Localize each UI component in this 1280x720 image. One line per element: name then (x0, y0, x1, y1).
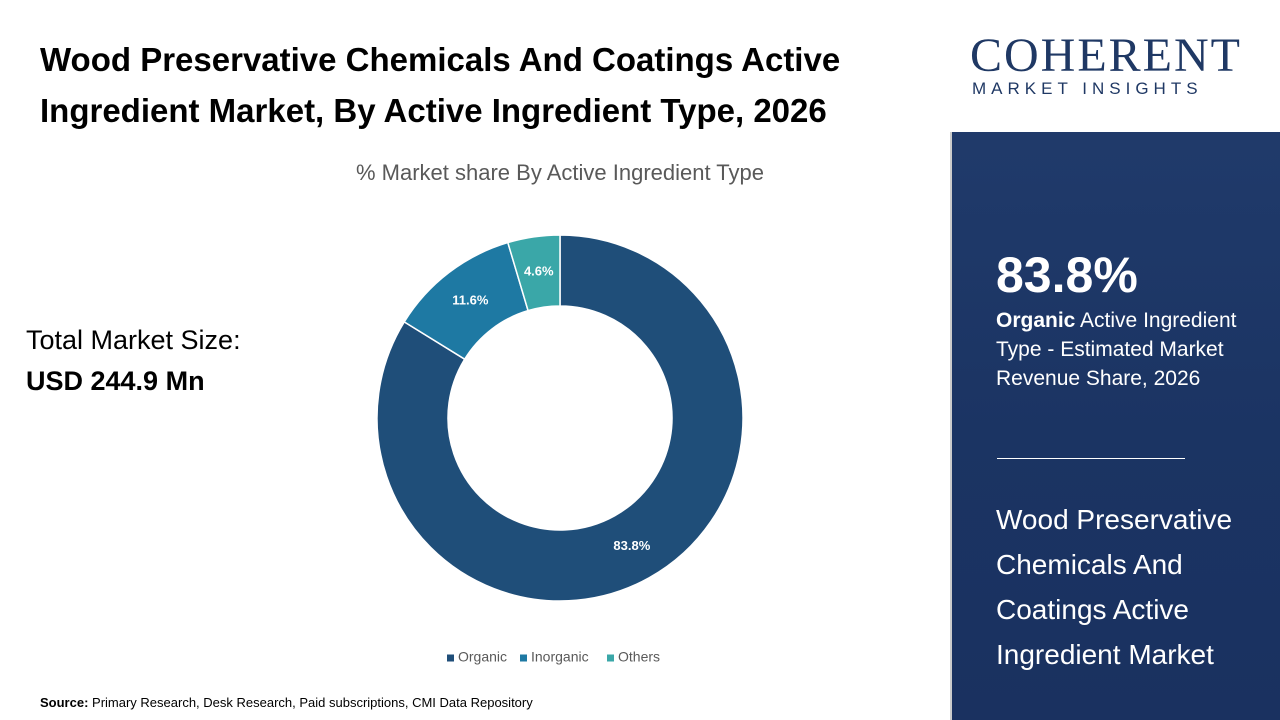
donut-segment (376, 234, 744, 602)
highlight-desc: Active Ingredient Type - Estimated Marke… (996, 309, 1237, 390)
donut-segment (506, 234, 561, 312)
highlight-value: 83.8% (996, 247, 1138, 303)
source: Source: Primary Research, Desk Research,… (40, 695, 533, 710)
chart-subtitle: % Market share By Active Ingredient Type (355, 160, 765, 185)
logo-name: COHERENT (970, 29, 1242, 82)
data-label: 83.8% (613, 538, 650, 553)
chart-title: Wood Preservative Chemicals And Coatings… (40, 41, 841, 129)
legend-swatch (520, 654, 527, 662)
logo-box (950, 0, 1280, 132)
highlight-segment: Organic (996, 309, 1076, 332)
side-title: Wood Preservative Chemicals And Coatings… (996, 504, 1233, 670)
legend-label: Organic (458, 649, 507, 665)
source-text: Primary Research, Desk Research, Paid su… (92, 695, 533, 710)
logo-tagline: MARKET INSIGHTS (972, 79, 1203, 98)
source-label: Source: (40, 695, 89, 710)
market-size-label: Total Market Size: (26, 325, 241, 355)
data-label: 4.6% (524, 263, 554, 278)
market-size-value: USD 244.9 Mn (26, 366, 205, 396)
legend-swatch (607, 654, 614, 662)
legend-label: Others (618, 649, 660, 665)
chart: 83.8% 11.6% 4.6% Organic Inorganic Others (376, 234, 744, 665)
legend-label: Inorganic (531, 649, 589, 665)
highlight-text: Organic Active Ingredient Type - Estimat… (996, 306, 1256, 393)
legend-swatch (447, 654, 454, 662)
divider (997, 458, 1185, 459)
data-label: 11.6% (452, 292, 489, 307)
